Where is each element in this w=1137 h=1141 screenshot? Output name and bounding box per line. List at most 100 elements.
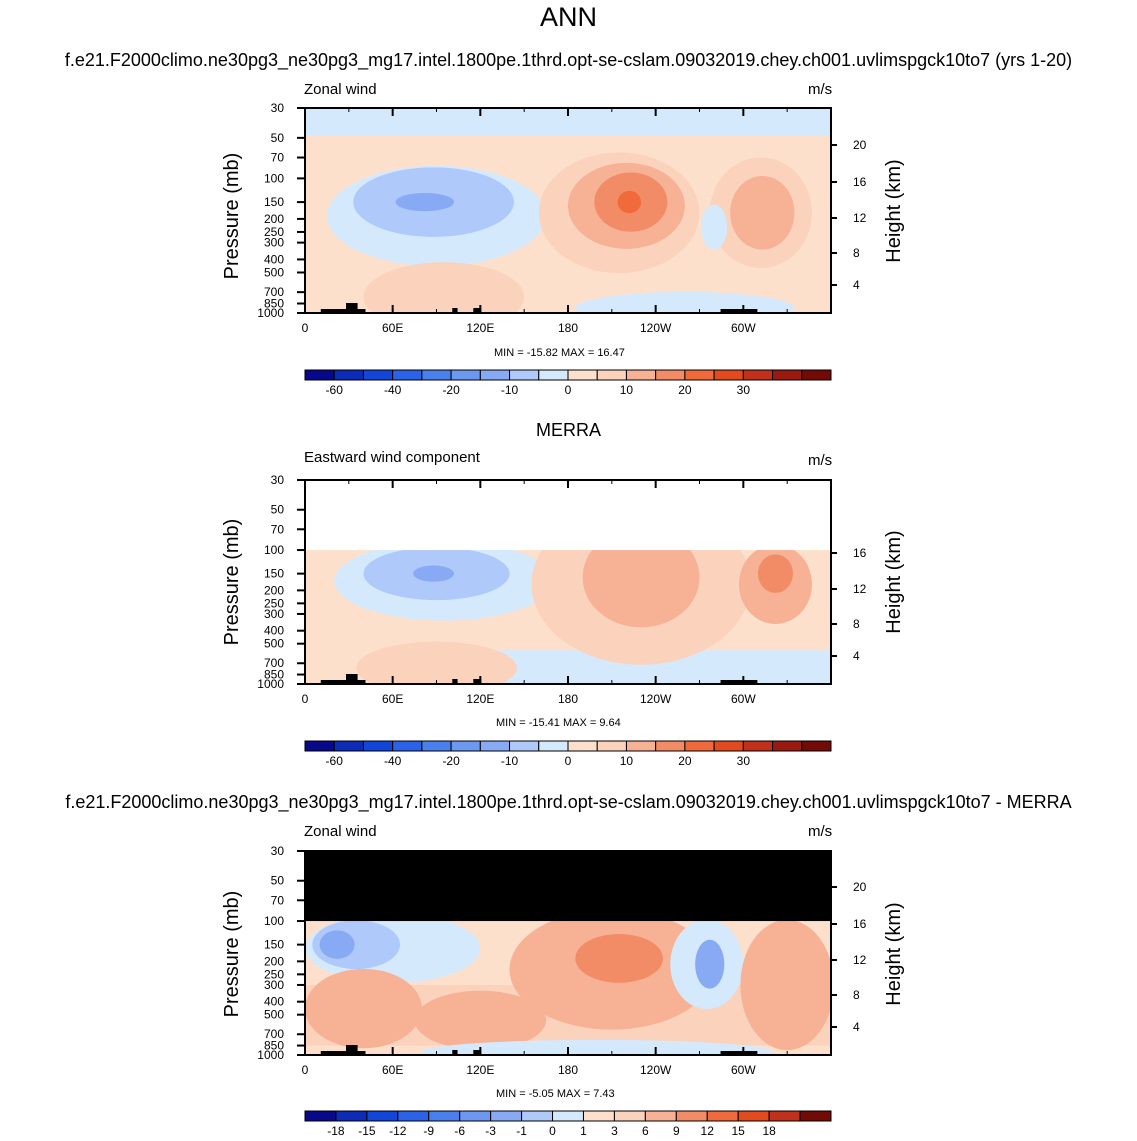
colorbar-swatch xyxy=(428,1110,461,1122)
colorbar-label: 6 xyxy=(642,1124,649,1138)
x-tick-label: 60E xyxy=(382,321,403,335)
y-tick-label: 300 xyxy=(264,607,284,621)
colorbar-label: -3 xyxy=(485,1124,496,1138)
colorbar-swatch xyxy=(582,1110,615,1122)
x-tick-label: 120W xyxy=(640,321,672,335)
colorbar-label: 20 xyxy=(678,754,692,768)
y-tick-label: 850 xyxy=(264,668,284,682)
y-right-tick-label: 4 xyxy=(853,1020,860,1034)
topography-4 xyxy=(720,309,758,313)
panel-2-field xyxy=(305,480,831,684)
x-tick-label: 60W xyxy=(731,1063,756,1077)
colorbar-swatch xyxy=(567,740,598,752)
contour-region-9 xyxy=(305,968,422,1049)
colorbar-label: -18 xyxy=(327,1124,345,1138)
colorbar-swatch xyxy=(490,1110,523,1122)
y-tick-label: 50 xyxy=(271,874,285,888)
y-tick-label: 500 xyxy=(264,637,284,651)
colorbar-swatch xyxy=(421,740,452,752)
colorbar-swatch xyxy=(596,740,627,752)
y-tick-label: 30 xyxy=(271,101,285,115)
y-tick-label: 1000 xyxy=(257,677,284,691)
y-right-tick-label: 4 xyxy=(853,278,860,292)
y-tick-label: 850 xyxy=(264,1039,284,1053)
colorbar-swatch xyxy=(333,740,364,752)
colorbar-swatch xyxy=(713,369,744,381)
y-tick-label: 700 xyxy=(264,1027,284,1041)
contour-region-8 xyxy=(356,641,517,684)
colorbar-label: -12 xyxy=(389,1124,407,1138)
colorbar-swatch xyxy=(737,1110,770,1122)
colorbar-swatch xyxy=(304,369,335,381)
topography-4 xyxy=(720,1051,758,1055)
x-tick-label: 180 xyxy=(558,692,578,706)
colorbar-swatch xyxy=(538,369,569,381)
x-tick-label: 120E xyxy=(466,321,494,335)
y-tick-label: 250 xyxy=(264,225,284,239)
contour-region-9 xyxy=(730,175,795,250)
colorbar-label: -15 xyxy=(358,1124,376,1138)
colorbar-swatch xyxy=(509,369,540,381)
y-tick-label: 250 xyxy=(264,967,284,981)
colorbar-swatch xyxy=(552,1110,584,1122)
y-tick-label: 100 xyxy=(264,171,284,185)
contour-region-11 xyxy=(421,1039,773,1055)
y-tick-label: 300 xyxy=(264,236,284,250)
colorbar-swatch xyxy=(333,369,364,381)
colorbar-label: 12 xyxy=(701,1124,715,1138)
x-tick-label: 120W xyxy=(640,1063,672,1077)
panel2-minmax: MIN = -15.41 MAX = 9.64 xyxy=(496,717,621,729)
y-right-tick-label: 16 xyxy=(853,175,867,189)
colorbar-label: -40 xyxy=(384,383,402,397)
topography-0 xyxy=(320,309,366,313)
colorbar-label: 18 xyxy=(762,1124,776,1138)
y-tick-label: 150 xyxy=(264,567,284,581)
y-tick-label: 100 xyxy=(264,543,284,557)
colorbar-swatch xyxy=(684,740,715,752)
colorbar-label: 0 xyxy=(549,1124,556,1138)
topography-1 xyxy=(346,1045,358,1055)
colorbar-swatch xyxy=(801,369,832,381)
colorbar-swatch xyxy=(596,369,627,381)
colorbar-label: 1 xyxy=(580,1124,587,1138)
colorbar-swatch xyxy=(362,369,394,381)
x-tick-label: 120W xyxy=(640,692,672,706)
y-tick-label: 1000 xyxy=(257,1048,284,1062)
colorbar: -60 -40 -20 -10 0 10 20 30 xyxy=(304,740,832,768)
y-right-tick-label: 20 xyxy=(853,880,867,894)
colorbar-swatch xyxy=(450,369,481,381)
colorbar-label: 15 xyxy=(731,1124,745,1138)
masked-region xyxy=(305,851,831,922)
panel3-label: Zonal wind xyxy=(304,823,377,840)
colorbar-swatch xyxy=(509,740,540,752)
topography-0 xyxy=(320,680,366,684)
y-tick-label: 700 xyxy=(264,285,284,299)
y-tick-label: 400 xyxy=(264,252,284,266)
y-right-tick-label: 16 xyxy=(853,546,867,560)
colorbar-swatch xyxy=(567,369,598,381)
colorbar-swatch xyxy=(521,1110,554,1122)
colorbar-swatch xyxy=(684,369,715,381)
colorbar-swatch xyxy=(772,740,803,752)
y-tick-label: 250 xyxy=(264,596,284,610)
y-tick-label: 700 xyxy=(264,656,284,670)
y-tick-label: 200 xyxy=(264,954,284,968)
colorbar-label: -60 xyxy=(326,383,344,397)
y-right-tick-label: 8 xyxy=(853,988,860,1002)
colorbar-swatch xyxy=(362,740,394,752)
figure-title: ANN xyxy=(539,2,597,32)
panel3-minmax: MIN = -5.05 MAX = 7.43 xyxy=(496,1088,615,1100)
y-tick-label: 50 xyxy=(271,503,285,517)
topography-4 xyxy=(720,680,758,684)
panel-2: 0 60E 120E 180 120W 60W3050701001502002503004… xyxy=(257,473,866,768)
panel-3: 0 60E 120E 180 120W 60W3050701001502002503004… xyxy=(257,844,866,1138)
colorbar-label: 30 xyxy=(737,754,751,768)
panel1-label: Zonal wind xyxy=(304,81,377,98)
colorbar-label: 9 xyxy=(673,1124,680,1138)
panel-3-field xyxy=(305,851,831,1055)
y-right-tick-label: 12 xyxy=(853,211,867,225)
y-tick-label: 50 xyxy=(271,131,285,145)
colorbar-swatch xyxy=(655,369,686,381)
colorbar-swatch xyxy=(479,740,511,752)
